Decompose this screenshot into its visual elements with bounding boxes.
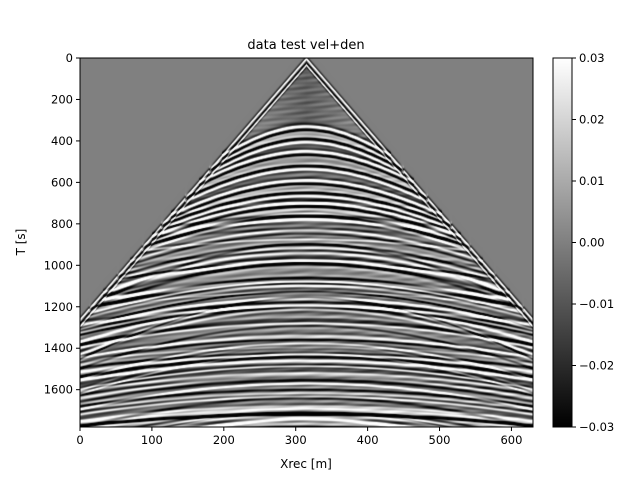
- colorbar-tick-label: 0.02: [579, 113, 605, 127]
- colorbar-tick-label: −0.03: [579, 420, 614, 434]
- y-tick-label: 1400: [44, 341, 73, 355]
- seismic-image: [80, 58, 533, 427]
- colorbar-tick-label: −0.02: [579, 359, 614, 373]
- y-tick-label: 200: [51, 92, 73, 106]
- x-axis-label: Xrec [m]: [280, 457, 332, 471]
- colorbar: 0.03 0.02 0.01 0.00 −0.01 −0.02 −0.03: [552, 51, 614, 434]
- y-tick-label: 1000: [44, 258, 73, 272]
- y-tick-label: 1600: [44, 383, 73, 397]
- colorbar-tick-label: 0.00: [579, 236, 605, 250]
- x-tick-label: 300: [285, 433, 307, 447]
- x-tick-label: 0: [76, 433, 83, 447]
- x-tick-label: 600: [500, 433, 522, 447]
- colorbar-tick-label: 0.01: [579, 174, 605, 188]
- x-tick-label: 200: [213, 433, 235, 447]
- x-tick-label: 400: [357, 433, 379, 447]
- y-tick-label: 800: [51, 217, 73, 231]
- y-tick-label: 1200: [44, 300, 73, 314]
- plot-frame: [79, 57, 534, 428]
- x-tick-label: 100: [141, 433, 163, 447]
- plot-area: [79, 57, 534, 428]
- colorbar-gradient: [552, 57, 573, 428]
- x-axis: 0 100 200 300 400 500 600: [76, 427, 522, 447]
- y-axis-label: T [s]: [14, 229, 28, 257]
- colorbar-tick-label: 0.03: [579, 51, 605, 65]
- y-tick-label: 600: [51, 175, 73, 189]
- chart-title: data test vel+den: [247, 38, 364, 53]
- colorbar-ticks: 0.03 0.02 0.01 0.00 −0.01 −0.02 −0.03: [572, 51, 614, 434]
- y-tick-label: 400: [51, 134, 73, 148]
- y-axis: 0 200 400 600 800 1000 1200 1400 1600: [44, 51, 80, 397]
- y-tick-label: 0: [66, 51, 73, 65]
- x-tick-label: 500: [429, 433, 451, 447]
- colorbar-tick-label: −0.01: [579, 297, 614, 311]
